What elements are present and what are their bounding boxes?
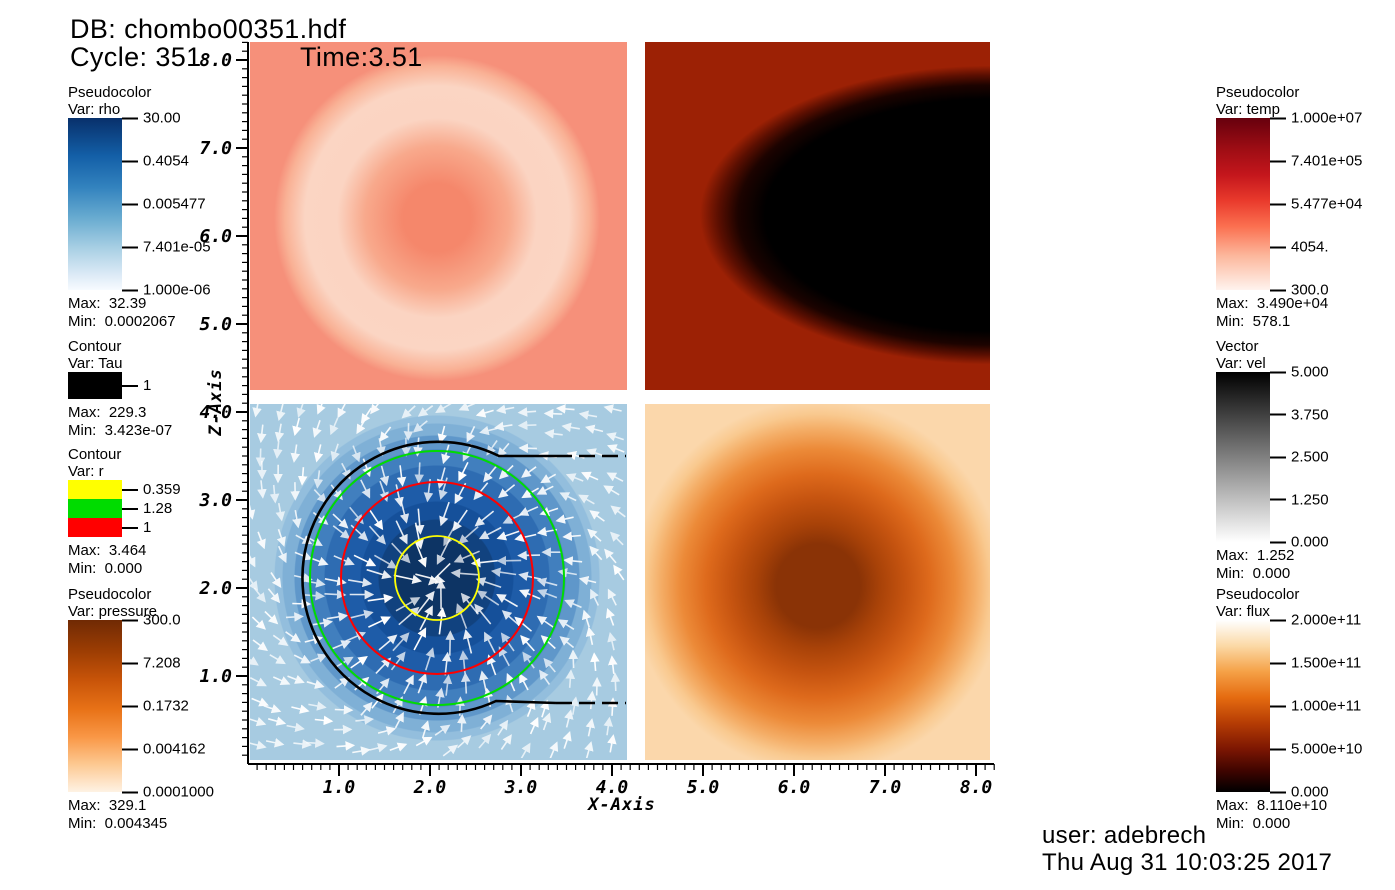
- svg-text:2.0: 2.0: [198, 578, 232, 599]
- svg-text:1.0: 1.0: [199, 666, 232, 687]
- colorbar-tick: 3.750: [1270, 406, 1329, 423]
- legend-min: Min: 0.004345: [68, 815, 168, 832]
- colorbar-tick: 7.208: [122, 655, 181, 672]
- legend-var: Var: flux: [1216, 603, 1270, 620]
- legend-pressure: Pseudocolor Var: pressure 300.0 7.208 0.17…: [68, 586, 214, 832]
- legend-var: Var: rho: [68, 101, 121, 118]
- legend-max: Max: 329.1: [68, 797, 147, 814]
- legend-max: Max: 8.110e+10: [1216, 797, 1328, 814]
- colorbar-tick: 4054.: [1270, 239, 1329, 256]
- colorbar-tick: 300.0: [1270, 282, 1329, 299]
- colorbar-temp: 1.000e+07 7.401e+05 5.477e+04 4054. 300.0: [1216, 110, 1362, 299]
- legend-vel: Vector Var: vel 5.000 3.750 2.500 1.250 0.00…: [1216, 338, 1329, 582]
- colorbar-tick: 7.401e+05: [1270, 153, 1362, 170]
- colorbar-tick: 2.000e+11: [1270, 612, 1361, 629]
- contour-level: 1: [68, 518, 181, 537]
- legend-min: Min: 0.0002067: [68, 313, 176, 330]
- svg-text:Z-Axis: Z-Axis: [206, 368, 226, 436]
- colorbar-tick: 0.0001000: [122, 784, 214, 801]
- colorbar-tick: 1.000e-06: [122, 282, 211, 299]
- legend-r: Contour Var: r 0.359 1.28 1 Max: 3.464 Min…: [68, 446, 181, 577]
- colorbar-vel: 5.000 3.750 2.500 1.250 0.000: [1216, 364, 1329, 551]
- user-label: user: adebrech: [1042, 822, 1207, 849]
- time-label: Time:3.51: [300, 42, 423, 72]
- legend-min: Min: 0.000: [1216, 815, 1291, 832]
- svg-text:3.0: 3.0: [504, 777, 538, 798]
- legend-max: Max: 3.464: [68, 542, 147, 559]
- legend-max: Max: 3.490e+04: [1216, 295, 1329, 312]
- timestamp-label: Thu Aug 31 10:03:25 2017: [1042, 849, 1333, 876]
- colorbar-tick: 5.000e+10: [1270, 741, 1362, 758]
- colorbar-tick: 2.500: [1270, 449, 1329, 466]
- legend-var: Var: r: [68, 463, 104, 480]
- colorbar-tick: 0.1732: [122, 698, 189, 715]
- colorbar-tick: 1.500e+11: [1270, 655, 1361, 672]
- legend-max: Max: 229.3: [68, 404, 147, 421]
- legend-min: Min: 578.1: [1216, 313, 1291, 330]
- colorbar-tick: 1.000e+11: [1270, 698, 1361, 715]
- svg-text:4.0: 4.0: [199, 402, 232, 423]
- svg-text:8.0: 8.0: [199, 50, 232, 71]
- contour-level: 1.28: [68, 499, 181, 518]
- colorbar-pressure: 300.0 7.208 0.1732 0.004162 0.0001000: [68, 612, 214, 801]
- legend-min: Min: 0.000: [68, 560, 143, 577]
- svg-text:5.0: 5.0: [687, 777, 720, 798]
- svg-text:5.0: 5.0: [199, 314, 232, 335]
- contour-level: 0.359: [68, 480, 181, 499]
- colorbar-tick: 0.4054: [122, 153, 189, 170]
- svg-text:2.0: 2.0: [413, 777, 447, 798]
- plot-viewport[interactable]: [248, 42, 995, 765]
- legend-max: Max: 1.252: [1216, 547, 1295, 564]
- colorbar-tick: 0.000: [1270, 784, 1329, 801]
- legend-type: Contour: [68, 446, 122, 463]
- cycle-label: Cycle: 351: [70, 42, 202, 72]
- contour-swatches-tau: 1: [68, 372, 172, 399]
- legend-type: Contour: [68, 338, 122, 355]
- legend-flux: Pseudocolor Var: flux 2.000e+11 1.500e+11…: [1216, 586, 1362, 832]
- svg-text:8.0: 8.0: [960, 777, 993, 798]
- legend-type: Vector: [1216, 338, 1259, 355]
- legend-var: Var: Tau: [68, 355, 123, 372]
- legend-rho: Pseudocolor Var: rho 30.00 0.4054 0.005477…: [68, 84, 211, 330]
- legend-type: Pseudocolor: [68, 586, 152, 603]
- legend-var: Var: temp: [1216, 101, 1280, 118]
- legend-type: Pseudocolor: [68, 84, 152, 101]
- legend-max: Max: 32.39: [68, 295, 147, 312]
- colorbar-tick: 1.250: [1270, 491, 1329, 508]
- colorbar-tick: 1.000e+07: [1270, 110, 1362, 127]
- contour-level: 1: [68, 372, 172, 399]
- svg-text:4.0: 4.0: [596, 777, 629, 798]
- legend-tau: Contour Var: Tau 1 Max: 229.3 Min: 3.423…: [68, 338, 172, 439]
- legend-var: Var: vel: [1216, 355, 1266, 372]
- contour-swatches-r: 0.359 1.28 1: [68, 480, 181, 537]
- legend-min: Min: 3.423e-07: [68, 422, 173, 439]
- colorbar-tick: 5.477e+04: [1270, 196, 1362, 213]
- legend-type: Pseudocolor: [1216, 586, 1300, 603]
- svg-text:6.0: 6.0: [778, 777, 811, 798]
- colorbar-rho: 30.00 0.4054 0.005477 7.401e-05 1.000e-06: [68, 110, 211, 299]
- svg-text:X-Axis: X-Axis: [586, 795, 655, 815]
- colorbar-tick: 30.00: [122, 110, 181, 127]
- legend-temp: Pseudocolor Var: temp 1.000e+07 7.401e+05…: [1216, 84, 1362, 330]
- legend-type: Pseudocolor: [1216, 84, 1300, 101]
- svg-text:3.0: 3.0: [198, 490, 232, 511]
- colorbar-tick: 300.0: [122, 612, 181, 629]
- colorbar-tick: 7.401e-05: [122, 239, 211, 256]
- svg-text:1.0: 1.0: [323, 777, 356, 798]
- colorbar-tick: 5.000: [1270, 364, 1329, 381]
- legend-min: Min: 0.000: [1216, 565, 1291, 582]
- colorbar-tick: 0.005477: [122, 196, 206, 213]
- legend-var: Var: pressure: [68, 603, 157, 620]
- colorbar-flux: 2.000e+11 1.500e+11 1.000e+11 5.000e+10 0.00…: [1216, 612, 1362, 801]
- svg-text:7.0: 7.0: [199, 138, 232, 159]
- colorbar-tick: 0.000: [1270, 534, 1329, 551]
- colorbar-tick: 0.004162: [122, 741, 206, 758]
- db-title: DB: chombo00351.hdf: [70, 14, 347, 44]
- svg-text:7.0: 7.0: [869, 777, 902, 798]
